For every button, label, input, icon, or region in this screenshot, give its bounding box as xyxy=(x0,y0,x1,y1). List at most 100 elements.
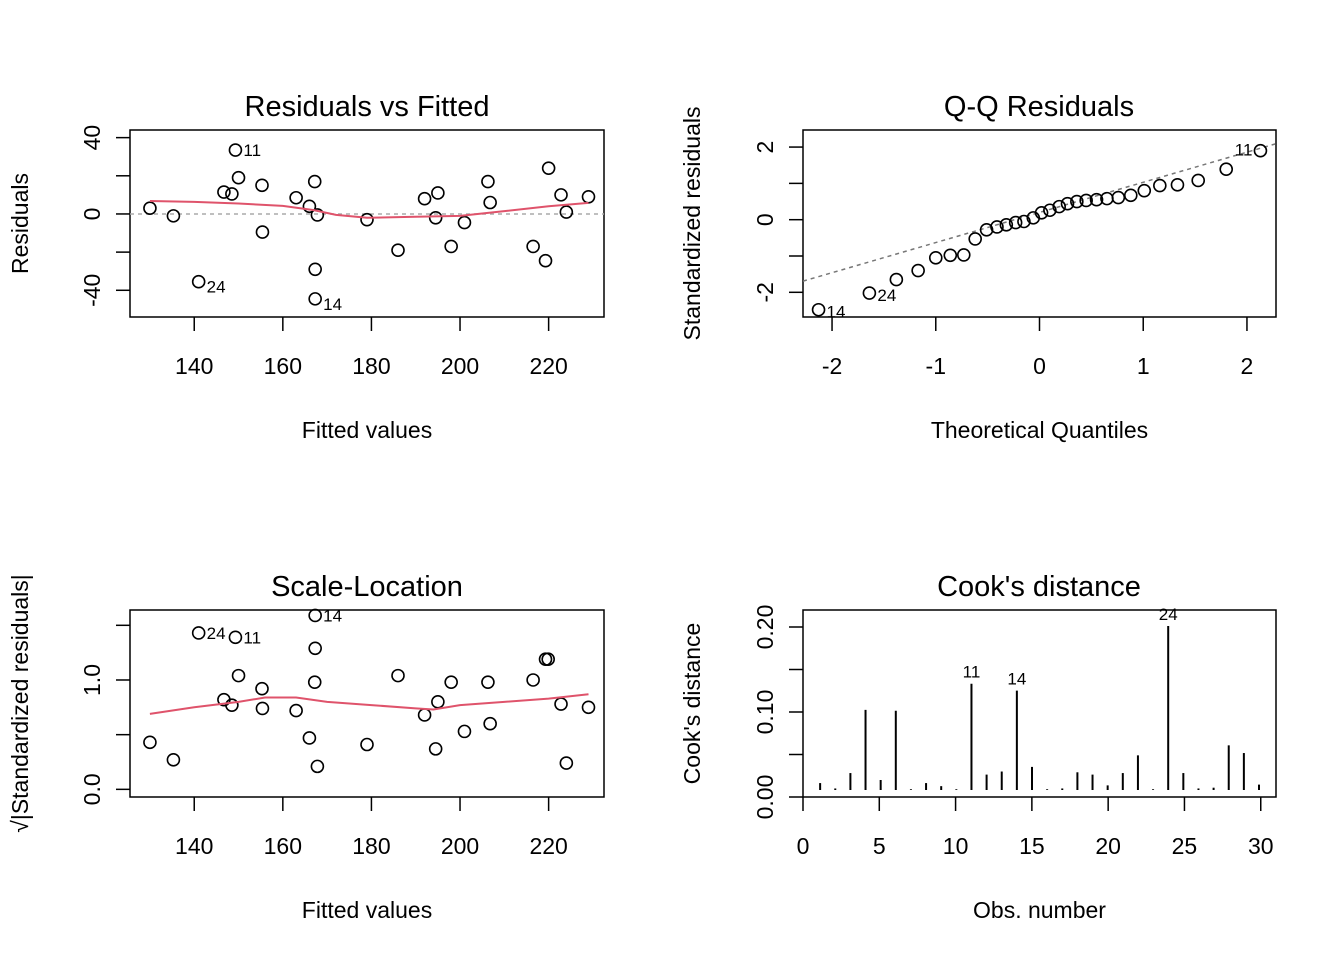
x-tick-label: 0 xyxy=(1033,353,1046,379)
x-tick-label: 160 xyxy=(264,833,302,859)
qq-point xyxy=(968,232,982,246)
qq-point xyxy=(1089,192,1104,207)
qq-point xyxy=(999,217,1014,232)
data-point xyxy=(581,189,596,204)
qq-reference-line xyxy=(803,142,1276,282)
data-point xyxy=(228,143,243,157)
point-label: 11 xyxy=(243,141,261,160)
y-tick-label: -40 xyxy=(79,274,105,307)
qq-point xyxy=(1123,188,1138,203)
y-axis-label: √|Standardized residuals| xyxy=(7,574,33,833)
qq-point xyxy=(911,263,925,278)
data-point xyxy=(391,243,405,258)
data-point xyxy=(581,700,596,715)
point-label: 11 xyxy=(243,628,261,647)
x-tick-label: 220 xyxy=(529,353,567,379)
data-point xyxy=(225,187,239,201)
data-point xyxy=(554,188,568,202)
plot-frame xyxy=(802,609,1277,798)
data-point xyxy=(481,675,495,689)
qq-point xyxy=(990,220,1004,234)
x-tick-label: 2 xyxy=(1241,353,1254,379)
data-point xyxy=(444,239,458,254)
y-tick-label: 0.20 xyxy=(752,605,778,650)
qq-point xyxy=(1034,205,1049,220)
data-point xyxy=(360,737,374,752)
smoother-line xyxy=(149,200,589,219)
qq-point xyxy=(1137,183,1152,198)
x-axis-label: Fitted values xyxy=(302,417,432,443)
smoother-line xyxy=(149,693,589,715)
data-point xyxy=(225,698,239,712)
data-point xyxy=(310,759,325,774)
data-point xyxy=(307,675,322,689)
x-tick-label: -1 xyxy=(926,353,946,379)
data-point xyxy=(302,731,317,745)
plot-frame xyxy=(129,129,605,318)
x-tick-label: 0 xyxy=(797,833,810,859)
x-tick-label: 160 xyxy=(264,353,302,379)
data-point xyxy=(143,735,157,750)
data-point xyxy=(483,716,497,731)
x-tick-label: 200 xyxy=(441,353,479,379)
data-point xyxy=(302,199,317,214)
data-point xyxy=(457,215,472,230)
data-point xyxy=(307,174,322,189)
qq-point xyxy=(1052,199,1067,214)
chart-title: Cook's distance xyxy=(937,571,1141,603)
point-label: 24 xyxy=(877,286,896,305)
qq-point xyxy=(862,286,877,300)
x-tick-label: 200 xyxy=(441,833,479,859)
data-point xyxy=(166,209,181,223)
data-point xyxy=(308,641,322,656)
x-tick-label: 140 xyxy=(175,353,213,379)
qq-point xyxy=(956,248,971,262)
x-tick-label: 30 xyxy=(1248,833,1274,859)
qq-point xyxy=(1153,178,1167,193)
data-point xyxy=(483,195,497,210)
panel-2: Q-Q Residuals Theoretical Quantiles Standa… xyxy=(679,91,1277,443)
y-tick-label: 0.10 xyxy=(752,690,778,735)
data-point xyxy=(166,753,181,767)
data-point xyxy=(255,178,269,193)
data-point xyxy=(255,701,270,716)
x-axis-label: Obs. number xyxy=(973,897,1106,923)
data-point xyxy=(308,608,322,623)
data-point xyxy=(391,668,405,683)
panel-4: Cook's distance Obs. number Cook's distanc… xyxy=(679,571,1277,923)
data-point xyxy=(228,630,243,645)
data-point xyxy=(554,697,568,711)
chart-title: Scale-Location xyxy=(271,571,463,603)
x-tick-label: 180 xyxy=(352,353,390,379)
y-tick-label: 0.0 xyxy=(79,773,105,805)
bar-label: 11 xyxy=(963,663,981,682)
data-point xyxy=(255,225,270,239)
panel-3: Scale-Location Fitted values √|Standardize… xyxy=(7,571,605,923)
x-tick-label: 180 xyxy=(352,833,390,859)
qq-point xyxy=(1253,143,1268,158)
data-point xyxy=(255,681,269,696)
data-point xyxy=(417,191,432,206)
plot-frame xyxy=(129,609,605,798)
data-point xyxy=(538,652,553,667)
y-tick-label: 40 xyxy=(79,125,105,151)
x-axis-label: Theoretical Quantiles xyxy=(931,417,1148,443)
x-tick-label: 140 xyxy=(175,833,213,859)
point-label: 14 xyxy=(323,295,342,314)
qq-point xyxy=(943,248,958,263)
data-point xyxy=(217,185,231,199)
qq-point xyxy=(889,272,904,287)
data-point xyxy=(457,724,472,739)
point-label: 14 xyxy=(827,303,846,322)
data-point xyxy=(289,190,303,205)
x-tick-label: 10 xyxy=(943,833,969,859)
qq-point xyxy=(1079,193,1093,208)
data-point xyxy=(541,161,556,175)
bar-label: 24 xyxy=(1159,605,1178,624)
data-point xyxy=(231,170,246,185)
point-label: 24 xyxy=(207,278,226,297)
qq-point xyxy=(1070,194,1084,209)
x-tick-label: 25 xyxy=(1172,833,1198,859)
data-point xyxy=(559,205,574,219)
